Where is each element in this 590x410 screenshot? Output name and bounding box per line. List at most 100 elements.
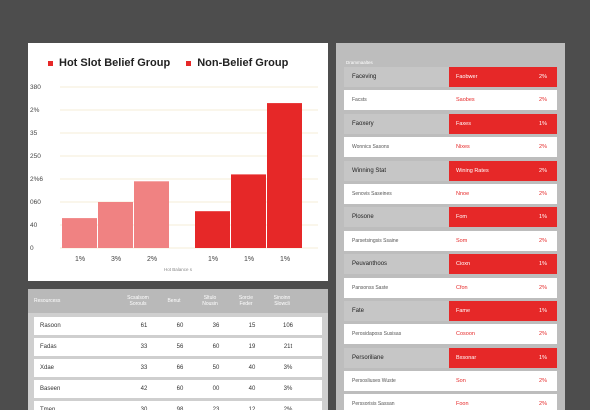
panel-row[interactable]: Facsts Saobes 2% — [344, 90, 557, 111]
stats-table: Resourcess Scsalsom Sorouls Benut Sltulo N… — [28, 289, 328, 410]
panel-row[interactable]: Pansonss Saste Cfon 2% — [344, 277, 557, 298]
table-header-cell: Sorcie Feder — [238, 295, 254, 307]
table-cell: 60 — [176, 323, 184, 329]
panel-row[interactable]: Winning Stat Wining Rates 2% — [344, 160, 557, 181]
panel-row[interactable]: Plosone Fom 1% — [344, 207, 557, 228]
x-tick-label: 2% — [147, 256, 157, 263]
panel-row-value: Nnoe — [456, 190, 470, 197]
y-tick-label: 2% — [30, 107, 40, 114]
panel-row[interactable]: Peuvanthoos Cioxn 1% — [344, 254, 557, 275]
panel-row-pct: 2% — [539, 167, 547, 174]
table-cell: 33 — [140, 365, 148, 371]
table-cell: 61 — [140, 323, 148, 329]
panel-row-value: Bxsonar — [456, 354, 477, 361]
panel-row[interactable]: Faoxery Faxes 1% — [344, 113, 557, 134]
panel-row[interactable]: Perssorisis Sassan Foon 2% — [344, 394, 557, 410]
panel-row-value: Faxes — [456, 120, 471, 127]
table-body: Rasoon 61 60 36 15 106 Fadas 33 56 60 19 21t Xdae 33 6… — [28, 317, 328, 410]
table-cell: 42 — [140, 386, 148, 392]
table-cell: 30 — [140, 407, 148, 410]
panel-row[interactable]: Persoriliane Bxsonar 1% — [344, 347, 557, 368]
table-header: Resourcess Scsalsom Sorouls Benut Sltulo N… — [28, 289, 328, 313]
table-cell: 3% — [283, 365, 293, 371]
table-row-label: Xdae — [40, 365, 55, 371]
table-row-label: Fadas — [40, 344, 57, 350]
table-row[interactable]: Baseen 42 60 00 40 3% — [34, 380, 322, 398]
table-row[interactable]: Tmen 30 98 23 12 2% — [34, 401, 322, 410]
table-cell: 98 — [176, 407, 184, 410]
table-header-cell: Sltulo Nousin — [202, 295, 218, 307]
panel-row-value: Fame — [456, 307, 471, 314]
panel-row-label: Parsetsingsis Ssaine — [344, 230, 449, 251]
stats-panel: Drammaaltes Faceving Faobwer 2% Facsts Saobe… — [336, 43, 565, 410]
panel-row[interactable]: Senovis Saseines Nnoe 2% — [344, 183, 557, 204]
panel-row-value-cell: Son 2% — [449, 371, 557, 392]
panel-row-value-cell: Fame 1% — [449, 300, 557, 321]
legend-label-nonbelief: Non-Belief Group — [197, 57, 289, 69]
table-header-cell: Scsalsom Sorouls — [127, 295, 149, 307]
panel-row-value-cell: Faxes 1% — [449, 113, 557, 134]
legend-swatch-belief — [48, 60, 53, 66]
table-cell: 23 — [212, 407, 220, 410]
panel-row-pct: 2% — [539, 190, 547, 197]
x-tick-label: 1% — [208, 256, 218, 263]
table-cell: 60 — [176, 386, 184, 392]
panel-row-pct: 2% — [539, 144, 547, 151]
panel-row[interactable]: Persosliuses Wuste Son 2% — [344, 371, 557, 392]
bar — [62, 218, 97, 248]
bar — [98, 202, 133, 248]
table-row[interactable]: Fadas 33 56 60 19 21t — [34, 338, 322, 356]
bar-chart: 380 2% 35 250 2%6 060 40 0 1% 3% 2% 1% 1% 1% Hot Balan… — [30, 84, 318, 272]
table-row[interactable]: Xdae 33 66 50 40 3% — [34, 359, 322, 377]
panel-row-value: Son — [456, 378, 466, 385]
panel-row[interactable]: Parsetsingsis Ssaine Som 2% — [344, 230, 557, 251]
panel-row[interactable]: Faceving Faobwer 2% — [344, 67, 557, 87]
panel-row-value: Faobwer — [456, 74, 478, 80]
panel-row-value-cell: Cfon 2% — [449, 277, 557, 298]
panel-row-label: Fate — [344, 300, 449, 321]
table-cell: 21t — [283, 344, 293, 350]
panel-row-pct: 2% — [539, 97, 547, 104]
panel-row-label: Perssorisis Sassan — [344, 394, 449, 410]
table-cell: 19 — [248, 344, 256, 350]
x-axis-label: Hot Balance s — [164, 267, 193, 272]
table-row-label: Tmen — [40, 407, 56, 410]
table-cell: 33 — [140, 344, 148, 350]
panel-row-pct: 1% — [539, 261, 547, 268]
y-tick-label: 35 — [30, 130, 38, 137]
panel-row-value: Wining Rates — [456, 167, 489, 174]
table-header-cell: Resourcess — [34, 298, 61, 304]
x-tick-label: 1% — [244, 256, 254, 263]
panel-row-label: Faceving — [344, 67, 449, 87]
panel-row-pct: 2% — [539, 378, 547, 385]
legend-swatch-nonbelief — [186, 60, 192, 66]
panel-row-pct: 2% — [539, 74, 547, 80]
table-header-cell: Sinoinn Slowcli — [273, 295, 291, 307]
panel-row-pct: 1% — [539, 120, 547, 127]
panel-row-value-cell: Cioxn 1% — [449, 254, 557, 275]
table-row-label: Baseen — [40, 386, 61, 392]
panel-row[interactable]: Perosidaposs Susisas Cosoon 2% — [344, 324, 557, 345]
panel-row-value: Saobes — [456, 97, 475, 104]
panel-row-pct: 2% — [539, 331, 547, 338]
panel-row-value-cell: Nnoe 2% — [449, 183, 557, 204]
bar — [134, 181, 169, 248]
table-cell: 3% — [283, 386, 293, 392]
bar — [195, 211, 230, 248]
table-cell: 12 — [248, 407, 256, 410]
table-cell: 15 — [248, 323, 256, 329]
y-tick-label: 060 — [30, 199, 41, 206]
bar — [267, 103, 302, 248]
table-row[interactable]: Rasoon 61 60 36 15 106 — [34, 317, 322, 335]
panel-row[interactable]: Wonnics Sasons Nixes 2% — [344, 137, 557, 158]
panel-row-value-cell: Faobwer 2% — [449, 67, 557, 87]
y-tick-label: 0 — [30, 245, 34, 252]
table-cell: 56 — [176, 344, 184, 350]
table-row-label: Rasoon — [40, 323, 61, 329]
panel-row-label: Facsts — [344, 90, 449, 111]
panel-row-pct: 1% — [539, 214, 547, 221]
chart-card: Hot Slot Belief Group Non-Belief Group 3… — [28, 43, 328, 281]
panel-row[interactable]: Fate Fame 1% — [344, 300, 557, 321]
y-tick-label: 40 — [30, 222, 38, 229]
panel-row-value-cell: Cosoon 2% — [449, 324, 557, 345]
